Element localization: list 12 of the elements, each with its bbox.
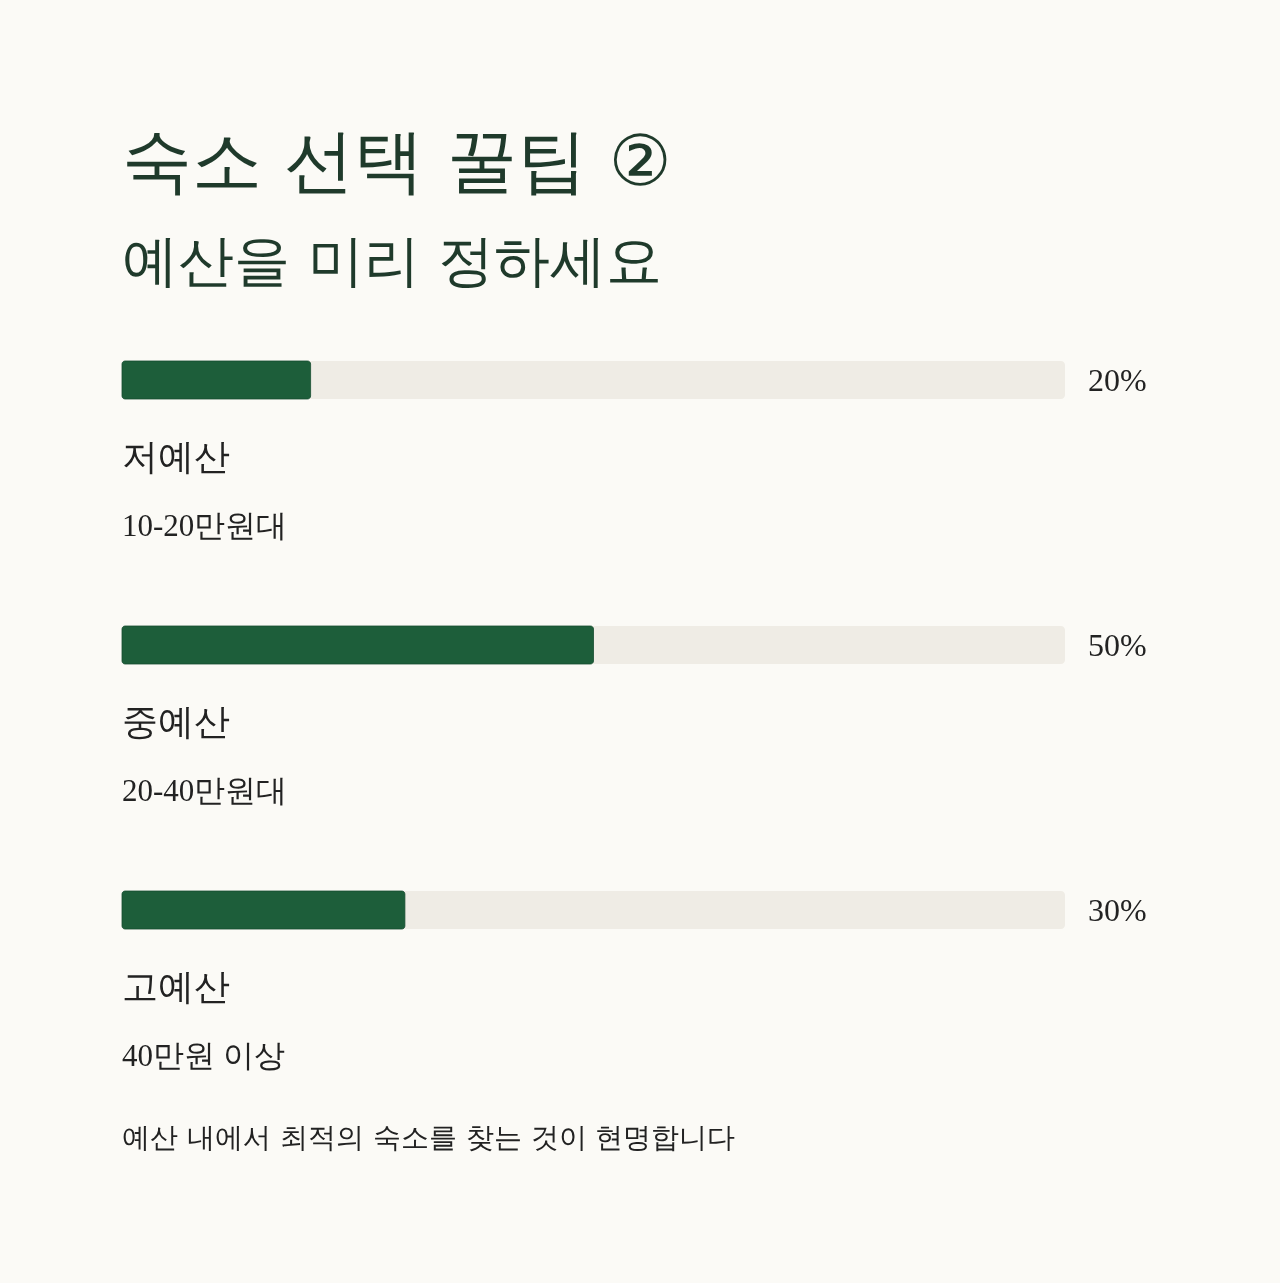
y-tick-label: 고예산 <box>122 966 230 1008</box>
chart-title: 숙소 선택 꿀팁 ② <box>122 120 672 202</box>
data-label: 20% <box>1088 361 1147 398</box>
annotation: 10-20만원대 <box>122 507 288 543</box>
chart-subtitle: 예산을 미리 정하세요 <box>122 228 662 293</box>
y-tick-label: 저예산 <box>122 435 230 477</box>
annotation: 20-40만원대 <box>122 773 288 809</box>
annotation: 40만원 이상 <box>122 1038 285 1074</box>
text: 예산 내에서 최적의 숙소를 찾는 것이 현명합니다 <box>122 1121 736 1154</box>
y-tick-label: 중예산 <box>122 701 230 743</box>
data-label: 30% <box>1088 892 1147 929</box>
data-label: 50% <box>1088 627 1147 664</box>
